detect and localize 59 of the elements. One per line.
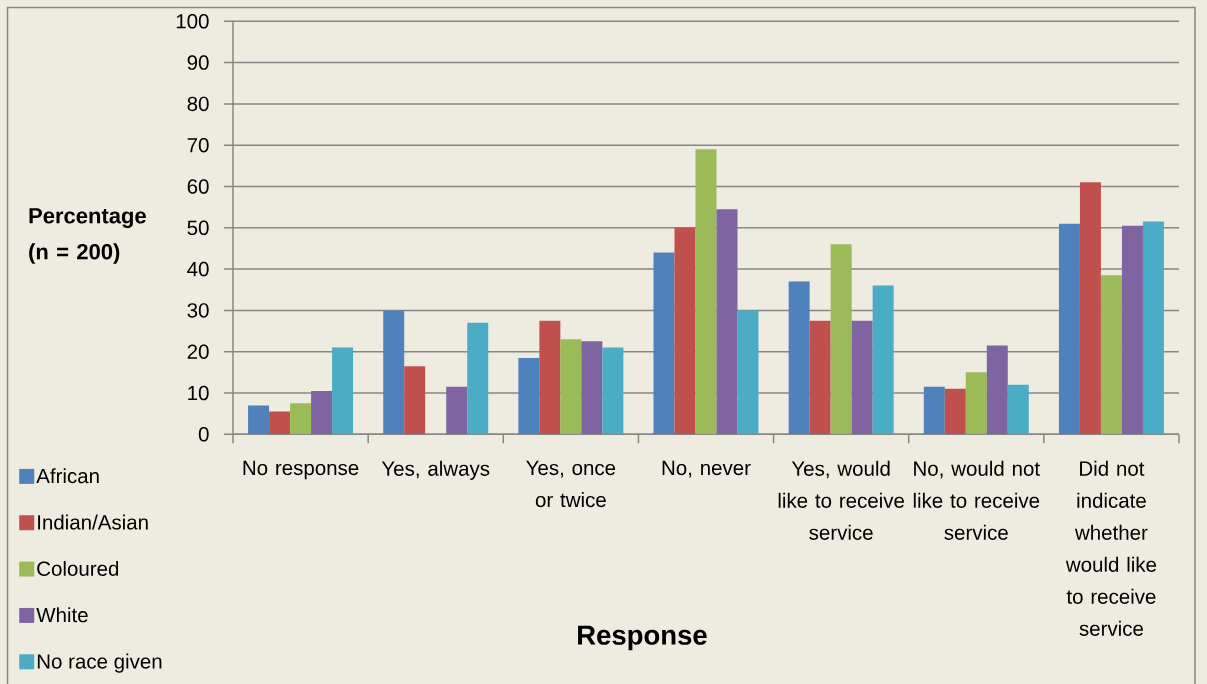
legend-label: Indian/Asian xyxy=(38,514,148,530)
x-tick-label: No response xyxy=(243,460,359,480)
y-tick-label: 60 xyxy=(187,179,209,194)
y-axis-title: Percentage (n = 200) xyxy=(29,208,146,264)
bar xyxy=(290,403,312,435)
bar xyxy=(518,357,540,435)
bar xyxy=(653,252,675,435)
y-tick-label: 90 xyxy=(187,55,209,70)
bar xyxy=(581,341,603,435)
legend-label: White xyxy=(36,607,88,623)
bar xyxy=(560,339,582,435)
bar xyxy=(269,411,291,435)
y-tick-label: 100 xyxy=(176,14,209,29)
bar xyxy=(248,405,270,435)
x-tick-label: No, would not like to receive service xyxy=(913,460,1040,540)
bar xyxy=(1121,225,1143,435)
y-tick-label: 50 xyxy=(187,220,209,236)
bar xyxy=(332,347,354,435)
bar xyxy=(695,149,717,435)
bar xyxy=(311,390,333,435)
y-tick-label: 0 xyxy=(198,427,209,442)
x-tick-label: No, never xyxy=(662,460,751,478)
legend-label: No race given xyxy=(37,653,162,673)
y-tick-label: 70 xyxy=(187,137,209,153)
legend-label: Coloured xyxy=(37,560,119,576)
bar xyxy=(872,285,894,435)
y-tick-label: 80 xyxy=(187,96,209,112)
bar xyxy=(539,320,561,435)
x-tick-label: Did not indicate whether would like to receive service xyxy=(1065,460,1157,636)
x-tick-label: Yes, would like to receive service xyxy=(778,460,905,540)
y-tick-label: 30 xyxy=(187,303,209,318)
bar xyxy=(986,345,1008,435)
bar xyxy=(923,386,945,435)
bar xyxy=(965,372,987,435)
bar xyxy=(467,322,489,435)
bar xyxy=(716,209,738,435)
bar xyxy=(674,227,696,435)
legend-label: African xyxy=(36,468,99,484)
bar xyxy=(1100,275,1122,435)
bar xyxy=(383,310,405,435)
bar xyxy=(1058,223,1080,435)
y-tick-label: 40 xyxy=(187,261,209,277)
bar xyxy=(602,347,624,435)
x-tick-label: Yes, always xyxy=(381,460,490,480)
bar xyxy=(1007,384,1029,435)
bar xyxy=(1142,221,1164,435)
bar xyxy=(830,244,852,435)
bar xyxy=(1079,182,1101,435)
x-tick-label: Yes, once or twice xyxy=(526,460,616,508)
bar xyxy=(446,386,468,435)
y-tick-label: 10 xyxy=(188,385,209,401)
bar xyxy=(788,281,810,435)
bar xyxy=(944,388,966,435)
x-axis-title: Response xyxy=(578,625,707,651)
y-tick-label: 20 xyxy=(187,344,209,359)
bar xyxy=(404,366,426,435)
bar xyxy=(809,320,831,435)
bar xyxy=(851,320,873,435)
bar xyxy=(737,310,759,435)
